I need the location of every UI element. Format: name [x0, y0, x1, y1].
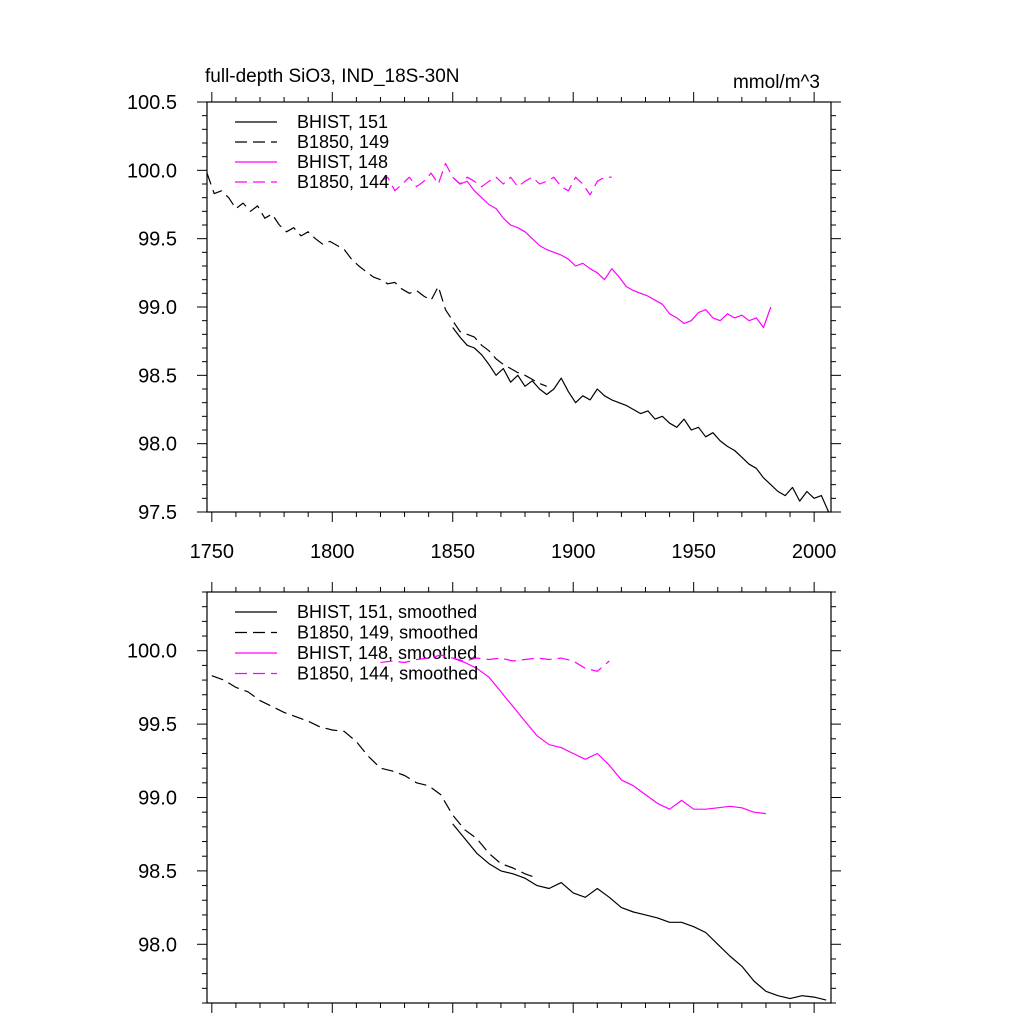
series-line-2	[206, 172, 547, 387]
x-tick-label: 1900	[551, 541, 596, 563]
bottom-panel: 98.0 98.5 99.0 99.5 100.0 BHIST, 151, smoothe…	[127, 582, 841, 1013]
y-tick-label: 99.0	[138, 788, 177, 810]
legend-label: BHIST, 151	[297, 112, 388, 132]
legend-label: BHIST, 151, smoothed	[297, 602, 477, 622]
series-line-4	[380, 654, 610, 672]
x-tick-label: 1800	[310, 541, 355, 563]
x-tick-label: 2000	[792, 541, 837, 563]
x-tick-label: 1950	[671, 541, 716, 563]
legend-label: BHIST, 148	[297, 152, 388, 172]
series-line-1	[452, 327, 830, 513]
series-line-2	[211, 675, 538, 879]
units-label: mmol/m^3	[733, 72, 820, 93]
y-tick-label: 98.0	[138, 434, 177, 456]
y-tick-label: 100.5	[127, 92, 177, 114]
top-panel: 1750 1800 1850 1900 1950 2000 97.5 98.0 98.5 99.0…	[127, 92, 841, 563]
y-tick-label: 99.0	[138, 297, 177, 319]
y-tick-label: 100.0	[127, 160, 177, 182]
y-tick-label: 98.5	[138, 365, 177, 387]
series-line-1	[452, 823, 827, 1001]
y-tick-label: 99.5	[138, 714, 177, 736]
y-tick-label: 97.5	[138, 502, 177, 524]
legend-label: B1850, 149, smoothed	[297, 623, 478, 643]
series-line-3	[452, 176, 772, 329]
legend-label: B1850, 149	[297, 132, 389, 152]
series-line-3	[452, 657, 766, 815]
series-line-4	[380, 162, 612, 196]
y-tick-label: 98.5	[138, 861, 177, 883]
legend-label: B1850, 144	[297, 172, 389, 192]
legend-label: B1850, 144, smoothed	[297, 664, 478, 684]
y-tick-label: 98.0	[138, 934, 177, 956]
legend-label: BHIST, 148, smoothed	[297, 643, 477, 663]
x-tick-label: 1850	[430, 541, 475, 563]
x-tick-label: 1750	[190, 541, 235, 563]
y-tick-label: 100.0	[127, 641, 177, 663]
plot-title: full-depth SiO3, IND_18S-30N	[205, 66, 460, 87]
y-tick-label: 99.5	[138, 229, 177, 251]
